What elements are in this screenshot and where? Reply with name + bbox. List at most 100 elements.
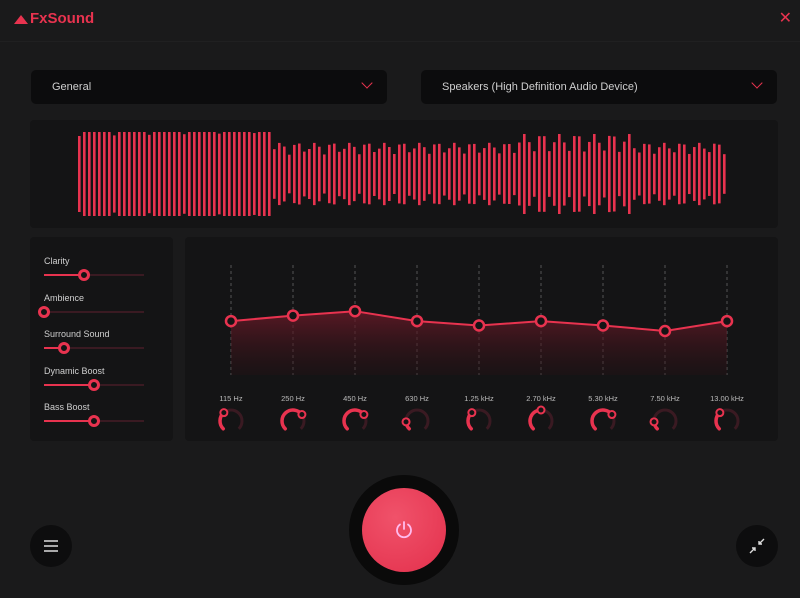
- waveform-bar: [178, 132, 181, 216]
- effect-slider-clarity[interactable]: Clarity: [44, 256, 144, 281]
- waveform-bar: [713, 143, 716, 205]
- eq-band-handle[interactable]: [534, 314, 548, 328]
- eq-knob[interactable]: [715, 408, 725, 418]
- eq-knob[interactable]: [607, 410, 617, 420]
- preset-dropdown[interactable]: General: [31, 70, 387, 104]
- slider-track[interactable]: [44, 378, 144, 391]
- app-title: FxSound: [30, 10, 95, 27]
- waveform-bar: [413, 148, 416, 200]
- app-logo: FxSound: [14, 10, 94, 27]
- slider-track[interactable]: [44, 269, 144, 281]
- slider-track[interactable]: [38, 305, 144, 318]
- waveform-bar: [528, 142, 531, 206]
- waveform-bar: [423, 147, 426, 201]
- waveform-bar: [138, 132, 141, 216]
- waveform-bar: [378, 148, 381, 200]
- waveform-bar: [478, 152, 481, 196]
- minimize-view-button[interactable]: [736, 525, 778, 567]
- preset-value: General: [52, 81, 92, 93]
- power-button[interactable]: [362, 488, 446, 572]
- waveform-bar: [568, 150, 571, 198]
- slider-thumb[interactable]: [88, 415, 100, 427]
- waveform-bar: [193, 132, 196, 216]
- waveform-bar: [368, 143, 371, 205]
- eq-band-frequency: 5.30 kHz: [588, 394, 618, 403]
- effect-label: Bass Boost: [44, 402, 90, 412]
- output-device-value: Speakers (High Definition Audio Device): [442, 81, 638, 93]
- eq-band-handle[interactable]: [286, 309, 300, 322]
- eq-knob[interactable]: [219, 408, 229, 418]
- waveform-bar: [218, 133, 221, 215]
- menu-button[interactable]: [30, 525, 72, 567]
- waveform-bar: [623, 141, 626, 207]
- waveform-bar: [523, 134, 526, 214]
- waveform-bar: [498, 153, 501, 195]
- effect-slider-ambience[interactable]: Ambience: [38, 293, 144, 318]
- effect-slider-surround-sound[interactable]: Surround Sound: [44, 329, 144, 354]
- waveform-bar: [443, 152, 446, 196]
- slider-track[interactable]: [44, 342, 144, 354]
- waveform-bar: [613, 136, 616, 212]
- waveform-bar: [618, 151, 621, 197]
- waveform-bar: [698, 142, 701, 206]
- slider-thumb[interactable]: [58, 342, 70, 354]
- waveform-bar: [358, 154, 361, 194]
- waveform-bar: [208, 132, 211, 216]
- eq-knob[interactable]: [649, 417, 659, 427]
- eq-band-handle[interactable]: [472, 319, 486, 332]
- output-device-dropdown[interactable]: Speakers (High Definition Audio Device): [421, 70, 777, 104]
- waveform-bar: [663, 142, 666, 206]
- waveform-bar: [238, 132, 241, 216]
- waveform-bar: [558, 134, 561, 214]
- eq-band-handle[interactable]: [348, 304, 362, 318]
- effect-slider-bass-boost[interactable]: Bass Boost: [44, 402, 144, 427]
- eq-band-handle[interactable]: [410, 314, 424, 328]
- waveform-bar: [703, 148, 706, 200]
- waveform-bar: [468, 144, 471, 204]
- waveform-bar: [263, 132, 266, 216]
- waveform-bar: [638, 152, 641, 196]
- waveform-bar: [658, 147, 661, 201]
- waveform-bar: [593, 134, 596, 214]
- slider-thumb[interactable]: [88, 378, 100, 391]
- eq-knob[interactable]: [536, 405, 546, 415]
- waveform-bar: [673, 152, 676, 196]
- waveform-bar: [393, 154, 396, 194]
- slider-fill: [44, 274, 84, 276]
- waveform-bar: [253, 133, 256, 215]
- eq-knob[interactable]: [297, 410, 307, 420]
- eq-band-handle[interactable]: [224, 314, 238, 328]
- effect-label: Dynamic Boost: [44, 365, 105, 376]
- waveform-bar: [583, 151, 586, 197]
- waveform-visualizer: [78, 132, 726, 216]
- eq-knob[interactable]: [467, 408, 477, 418]
- waveform-bar: [428, 153, 431, 195]
- collapse-arrows-icon: [749, 538, 765, 554]
- slider-thumb[interactable]: [78, 269, 90, 281]
- waveform-bar: [78, 136, 81, 212]
- eq-band-frequency: 115 Hz: [219, 394, 242, 403]
- waveform-bar: [688, 153, 691, 195]
- eq-band-handle[interactable]: [720, 314, 734, 328]
- eq-band-handle[interactable]: [596, 319, 610, 332]
- waveform-bar: [103, 132, 106, 216]
- waveform-bar: [458, 147, 461, 201]
- waveform-bar: [448, 148, 451, 200]
- eq-knob[interactable]: [359, 410, 369, 420]
- waveform-bar: [273, 149, 276, 199]
- eq-knob[interactable]: [401, 417, 411, 427]
- waveform-bar: [228, 132, 231, 216]
- effect-slider-dynamic-boost[interactable]: Dynamic Boost: [44, 365, 144, 391]
- close-button[interactable]: ✕: [778, 10, 792, 27]
- eq-band-handle[interactable]: [658, 324, 672, 338]
- slider-thumb[interactable]: [38, 305, 50, 318]
- waveform-bar: [268, 132, 271, 216]
- waveform-bar: [188, 132, 191, 216]
- slider-track[interactable]: [44, 415, 144, 427]
- equalizer-graph[interactable]: 115 Hz 250 Hz 450 Hz 630 Hz 1.25 kHz 2.70 kHz…: [185, 237, 778, 441]
- waveform-bar: [153, 132, 156, 216]
- waveform-bar: [588, 141, 591, 207]
- waveform-bar: [708, 152, 711, 196]
- waveform-bar: [353, 146, 356, 202]
- waveform-bar: [108, 132, 111, 216]
